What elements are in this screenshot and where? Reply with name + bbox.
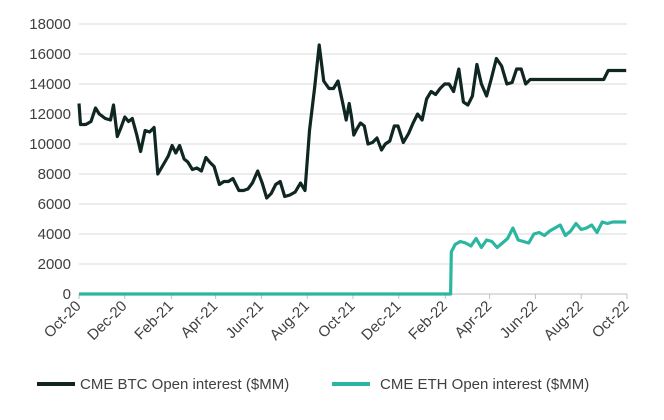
y-tick-label: 6000 [38,196,71,213]
y-axis-tick-labels: 0 2000 4000 6000 8000 10000 12000 14000 16000 180… [29,16,71,303]
x-tick-label: Feb-21 [131,298,177,344]
y-tick-label: 14000 [29,76,71,93]
series-line-eth [79,220,627,296]
x-tick-label: Aug-22 [541,298,587,344]
legend: CME BTC Open interest ($MM) CME ETH Open … [37,376,589,393]
y-tick-label: 18000 [29,16,71,33]
series-line-btc [77,43,627,200]
y-tick-label: 0 [63,286,71,303]
legend-label: CME BTC Open interest ($MM) [80,376,289,393]
x-tick-label: Dec-21 [358,298,404,344]
x-tick-label: Oct-20 [41,298,85,342]
series-layer [77,43,627,296]
y-tick-label: 8000 [38,166,71,183]
y-tick-label: 12000 [29,106,71,123]
x-tick-label: Oct-22 [589,298,633,342]
legend-label: CME ETH Open interest ($MM) [380,376,589,393]
x-tick-label: Aug-21 [267,298,313,344]
x-tick-label: Oct-21 [315,298,359,342]
x-tick-label: Jun-22 [497,298,541,342]
y-tick-label: 2000 [38,256,71,273]
x-axis-tick-labels: Oct-20 Dec-20 Feb-21 Apr-21 Jun-21 Aug-21 Oct-… [41,298,633,344]
x-tick-label: Jun-21 [223,298,267,342]
y-tick-label: 10000 [29,136,71,153]
x-tick-label: Feb-22 [405,298,451,344]
x-tick-label: Apr-21 [177,298,221,342]
gridlines [78,23,628,299]
x-tick-label: Dec-20 [84,298,130,344]
x-tick-label: Apr-22 [451,298,495,342]
y-tick-label: 4000 [38,226,71,243]
y-tick-label: 16000 [29,46,71,63]
